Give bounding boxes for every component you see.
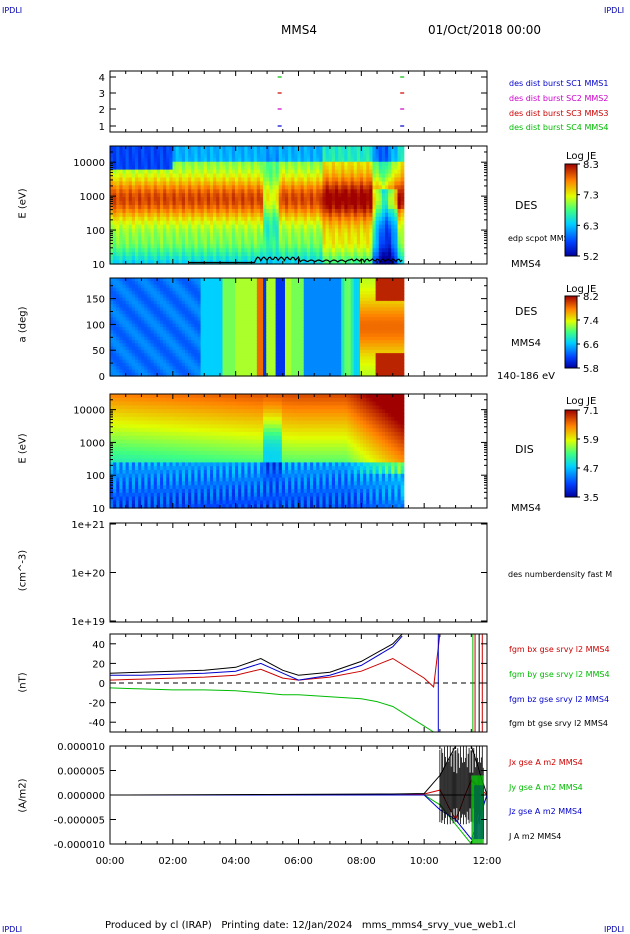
- j-ytick-1: 0.000005: [57, 767, 105, 778]
- x-tick-label-1: 02:00: [158, 856, 187, 867]
- fgm-ytick-3: -20: [89, 699, 105, 710]
- dis-e-cb-tick-1: 5.9: [583, 435, 599, 446]
- des-e-species-label: DES: [515, 199, 538, 212]
- des-e-sc-label: MMS4: [511, 259, 541, 270]
- dis-e-cb-tick-2: 4.7: [583, 464, 599, 475]
- pad-cb-title: Log JE: [566, 284, 597, 295]
- des-e-colorbar: [564, 163, 578, 257]
- x-tick-label-4: 08:00: [347, 856, 376, 867]
- des-e-ytick-3: 10: [92, 260, 105, 271]
- des-e-overlay-label: edp scpot MMS4: [508, 234, 574, 243]
- j-label: J A m2 MMS4: [509, 832, 562, 841]
- j-ytick-4: -0.000010: [54, 840, 105, 851]
- spacecraft-title: MMS4: [281, 23, 317, 37]
- j-ytick-2: 0.000000: [57, 791, 105, 802]
- pad-ytick-1: 100: [86, 320, 105, 331]
- corner-label-tr: IPDLI: [604, 6, 625, 15]
- fgm-by-label: fgm by gse srvy l2 MMS4: [509, 670, 610, 679]
- des-e-cb-tick-1: 7.3: [583, 191, 599, 202]
- burst-ytick-3: 1: [99, 122, 105, 133]
- dis-e-ytick-3: 10: [92, 504, 105, 515]
- j-line: [110, 746, 487, 796]
- dis-e-species-label: DIS: [515, 443, 534, 456]
- fgm-ytick-1: 20: [92, 659, 105, 670]
- dis-energy-spectrogram: [110, 394, 405, 509]
- fgm-by-line: [110, 687, 434, 732]
- fgm-bt-line: [110, 634, 403, 676]
- corner-label-tl: IPDLI: [2, 6, 23, 15]
- x-tick-label-5: 10:00: [410, 856, 439, 867]
- burst-label-sc1: des dist burst SC1 MMS1: [509, 79, 609, 88]
- fgm-bz-line: [110, 635, 403, 681]
- pad-ytick-0: 150: [86, 295, 105, 306]
- pad-cb-tick-3: 5.8: [583, 364, 599, 375]
- pad-spectrogram: [110, 278, 405, 377]
- footer-text: Produced by cl (IRAP) Printing date: 12/…: [105, 920, 516, 931]
- dis-e-colorbar: [564, 409, 578, 498]
- fgm-bz-label: fgm bz gse srvy l2 MMS4: [509, 695, 610, 704]
- jx-label: Jx gse A m2 MMS4: [509, 758, 583, 767]
- pad-species-label: DES: [515, 305, 538, 318]
- dens-label: des numberdensity fast M: [508, 570, 613, 579]
- pad-ytick-3: 0: [99, 372, 105, 383]
- burst-label-sc3: des dist burst SC3 MMS3: [509, 109, 609, 118]
- pad-ytick-2: 50: [92, 346, 105, 357]
- pad-cb-tick-0: 8.2: [583, 292, 599, 303]
- des-energy-spectrogram: [110, 146, 405, 265]
- burst-label-sc4: des dist burst SC4 MMS4: [509, 123, 609, 132]
- x-tick-label-2: 04:00: [221, 856, 250, 867]
- des-e-cb-title: Log JE: [566, 151, 597, 162]
- j-ytick-3: -0.000005: [54, 816, 105, 827]
- burst-ytick-0: 4: [99, 73, 105, 84]
- des-e-cb-tick-0: 8.3: [583, 160, 599, 171]
- x-tick-label-3: 06:00: [284, 856, 313, 867]
- fgm-bt-label: fgm bt gse srvy l2 MMS4: [509, 719, 608, 728]
- density-frame: [109, 522, 488, 623]
- pad-sc-label: MMS4: [511, 338, 541, 349]
- x-tick-label-0: 00:00: [96, 856, 125, 867]
- jy-line: [110, 794, 487, 844]
- pad-energy-range: 140-186 eV: [497, 371, 555, 382]
- dis-e-ytick-1: 1000: [80, 438, 105, 449]
- dis-e-cb-title: Log JE: [566, 396, 597, 407]
- fgm-ytick-4: -40: [89, 718, 105, 729]
- burst-ytick-1: 3: [99, 89, 105, 100]
- jz-line: [110, 794, 487, 841]
- des-e-ytick-0: 10000: [73, 158, 105, 169]
- dens-ytick-1: 1e+20: [71, 569, 105, 580]
- corner-label-br: IPDLI: [604, 925, 625, 934]
- dis-e-ytick-2: 100: [86, 471, 105, 482]
- fgm-bx-line: [110, 634, 441, 688]
- burst-ytick-2: 2: [99, 105, 105, 116]
- dis-e-sc-label: MMS4: [511, 503, 541, 514]
- dens-ytick-2: 1e+19: [71, 617, 105, 628]
- pad-cb-tick-1: 7.4: [583, 316, 599, 327]
- pad-cb-tick-2: 6.6: [583, 340, 599, 351]
- pad-colorbar: [564, 295, 578, 369]
- corner-label-bl: IPDLI: [2, 925, 23, 934]
- fgm-ytick-2: 0: [99, 679, 105, 690]
- des-e-ytick-1: 1000: [80, 192, 105, 203]
- des-e-cb-tick-3: 5.2: [583, 252, 599, 263]
- burst-label-sc2: des dist burst SC2 MMS2: [509, 94, 609, 103]
- des-e-ytick-2: 100: [86, 226, 105, 237]
- des-e-cb-tick-2: 6.3: [583, 221, 599, 232]
- j-ytick-0: 0.000010: [57, 742, 105, 753]
- date-title: 01/Oct/2018 00:00: [428, 23, 542, 37]
- fgm-bx-label: fgm bx gse srvy l2 MMS4: [509, 645, 610, 654]
- fgm-ytick-0: 40: [92, 640, 105, 651]
- x-tick-label-6: 12:00: [473, 856, 502, 867]
- burst-panel-frame: [109, 70, 488, 133]
- dens-ytick-0: 1e+21: [71, 520, 105, 531]
- jz-label: Jz gse A m2 MMS4: [509, 807, 583, 816]
- dis-e-cb-tick-3: 3.5: [583, 493, 599, 504]
- jy-label: Jy gse A m2 MMS4: [509, 783, 583, 792]
- dis-e-ytick-0: 10000: [73, 406, 105, 417]
- dis-e-cb-tick-0: 7.1: [583, 406, 599, 417]
- scpot-line: [188, 255, 403, 264]
